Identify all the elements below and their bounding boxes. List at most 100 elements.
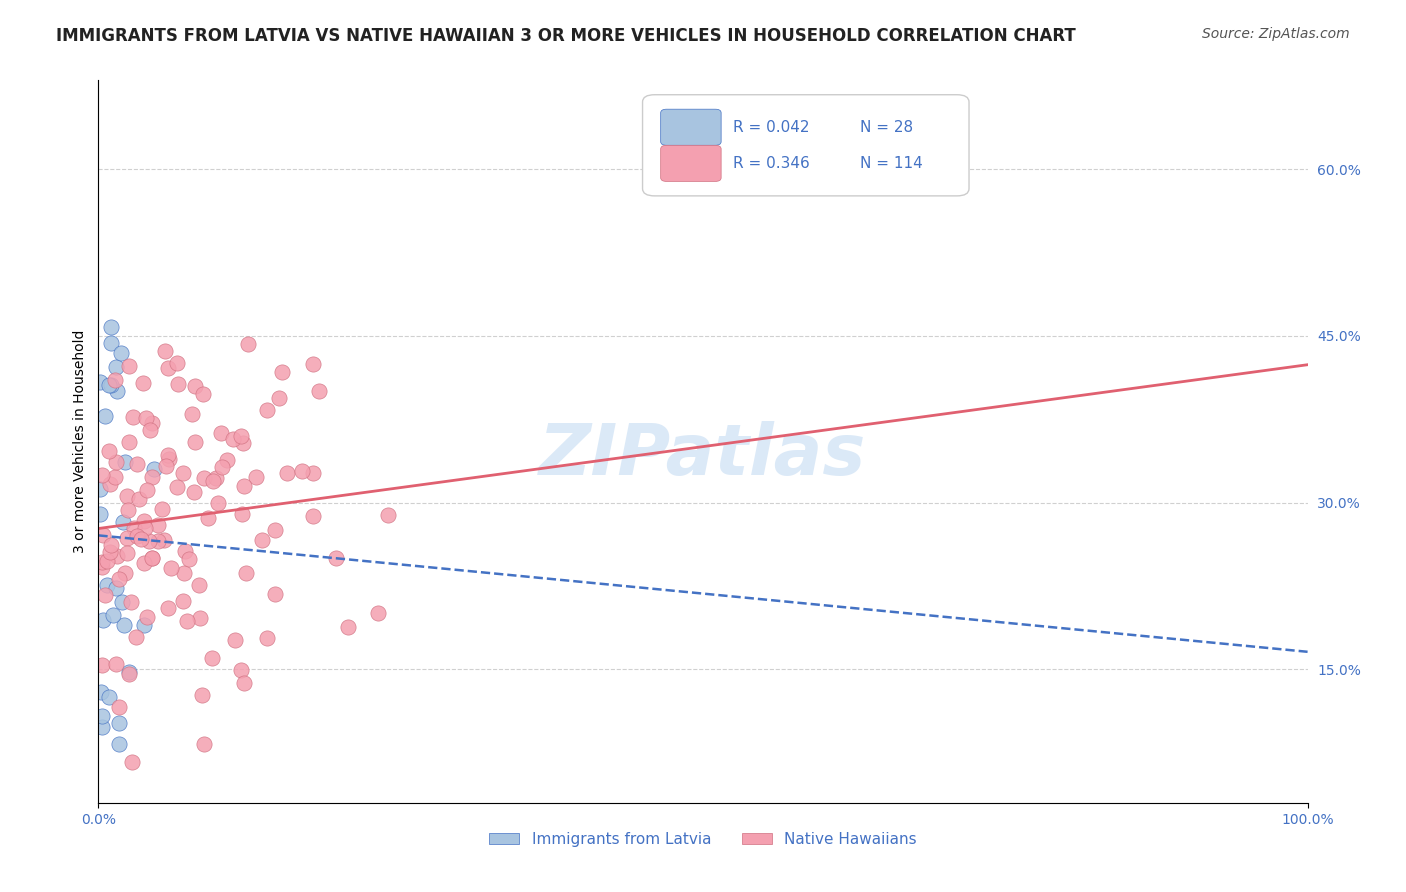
Point — [201, 651, 224, 665]
Point — [166, 355, 188, 369]
Point — [104, 373, 127, 387]
Text: R = 0.346: R = 0.346 — [734, 156, 810, 171]
Point — [141, 551, 163, 566]
Point — [141, 550, 163, 565]
Point — [176, 615, 198, 629]
Point — [167, 377, 190, 392]
Point — [308, 384, 330, 398]
Point — [141, 470, 163, 484]
Point — [104, 469, 127, 483]
Point — [117, 359, 139, 373]
Point — [166, 480, 188, 494]
Point — [112, 618, 135, 632]
Point — [236, 336, 259, 351]
Point — [229, 663, 252, 677]
Point — [146, 518, 169, 533]
Point — [111, 595, 134, 609]
Point — [138, 534, 160, 549]
Legend: Immigrants from Latvia, Native Hawaiians: Immigrants from Latvia, Native Hawaiians — [482, 826, 924, 853]
Point — [91, 555, 114, 569]
Point — [184, 435, 207, 450]
Point — [98, 443, 121, 458]
Point — [134, 514, 156, 528]
Point — [233, 675, 256, 690]
Point — [205, 471, 228, 485]
Point — [136, 483, 159, 497]
Point — [215, 453, 238, 467]
Point — [115, 489, 138, 503]
Point — [367, 607, 389, 621]
Point — [264, 523, 287, 537]
Point — [197, 511, 219, 525]
Point — [108, 699, 131, 714]
Point — [172, 466, 194, 480]
Point — [104, 657, 127, 671]
Point — [118, 667, 141, 681]
Point — [118, 665, 141, 679]
Point — [127, 529, 149, 543]
Point — [150, 501, 173, 516]
Point — [264, 587, 287, 601]
Point — [98, 377, 121, 392]
Point — [134, 411, 156, 425]
Point — [129, 532, 152, 546]
Point — [121, 756, 143, 770]
Point — [184, 379, 207, 393]
Point — [337, 620, 360, 634]
Point — [114, 566, 136, 580]
Y-axis label: 3 or more Vehicles in Household: 3 or more Vehicles in Household — [73, 330, 87, 553]
Point — [136, 610, 159, 624]
FancyBboxPatch shape — [661, 109, 721, 145]
Point — [89, 507, 111, 521]
Point — [181, 407, 204, 421]
Point — [105, 384, 128, 398]
Point — [117, 531, 139, 545]
Point — [250, 533, 273, 548]
Point — [209, 425, 232, 440]
Point — [91, 528, 114, 542]
Point — [148, 534, 170, 549]
Point — [222, 432, 245, 446]
Point — [89, 376, 111, 390]
Point — [207, 496, 229, 510]
Point — [100, 336, 122, 351]
Point — [188, 578, 211, 592]
Point — [211, 460, 233, 475]
Point — [291, 464, 314, 478]
Point — [377, 508, 399, 523]
Point — [89, 482, 111, 496]
Point — [107, 715, 129, 730]
Point — [107, 572, 129, 586]
Point — [100, 545, 122, 559]
Point — [107, 549, 129, 563]
Text: R = 0.042: R = 0.042 — [734, 120, 810, 135]
Point — [245, 469, 267, 483]
Point — [110, 346, 132, 360]
Point — [91, 613, 114, 627]
Text: IMMIGRANTS FROM LATVIA VS NATIVE HAWAIIAN 3 OR MORE VEHICLES IN HOUSEHOLD CORREL: IMMIGRANTS FROM LATVIA VS NATIVE HAWAIIA… — [56, 27, 1076, 45]
Point — [118, 435, 141, 450]
Point — [302, 466, 325, 480]
Point — [104, 581, 127, 595]
Point — [134, 521, 156, 535]
Point — [128, 491, 150, 506]
Point — [115, 546, 138, 560]
Point — [104, 455, 127, 469]
Point — [193, 471, 215, 485]
Point — [100, 378, 122, 392]
FancyBboxPatch shape — [643, 95, 969, 196]
Point — [96, 553, 118, 567]
Point — [141, 417, 163, 431]
Point — [91, 559, 114, 574]
Point — [124, 521, 146, 535]
Point — [157, 601, 180, 615]
Point — [97, 690, 120, 705]
Point — [132, 617, 155, 632]
Text: N = 28: N = 28 — [860, 120, 914, 135]
Point — [172, 594, 194, 608]
Point — [191, 688, 214, 702]
Point — [177, 552, 200, 566]
Point — [231, 429, 253, 443]
Point — [276, 467, 298, 481]
Point — [232, 479, 254, 493]
